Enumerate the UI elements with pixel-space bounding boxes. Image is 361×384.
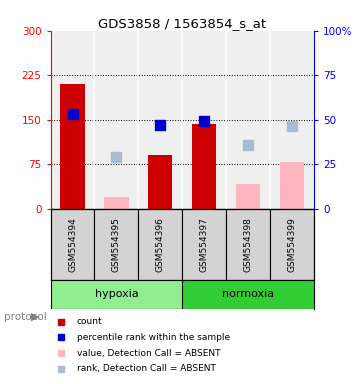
Point [157, 122, 163, 128]
Point [245, 142, 251, 148]
Bar [51, 31, 95, 209]
Point [289, 122, 295, 129]
Bar [95, 31, 138, 209]
Point [58, 366, 64, 372]
FancyBboxPatch shape [138, 209, 182, 280]
FancyBboxPatch shape [182, 209, 226, 280]
Text: GSM554398: GSM554398 [244, 217, 253, 272]
Text: GSM554396: GSM554396 [156, 217, 165, 272]
Text: GSM554399: GSM554399 [288, 217, 297, 272]
Text: ▶: ▶ [31, 312, 39, 322]
Point [58, 350, 64, 356]
Text: value, Detection Call = ABSENT: value, Detection Call = ABSENT [77, 349, 221, 358]
Point [58, 334, 64, 341]
Point [201, 118, 207, 124]
Bar [226, 31, 270, 209]
Bar [270, 31, 314, 209]
Text: count: count [77, 317, 103, 326]
Text: GSM554397: GSM554397 [200, 217, 209, 272]
Text: GSM554395: GSM554395 [112, 217, 121, 272]
Point [113, 154, 119, 160]
Text: hypoxia: hypoxia [95, 290, 138, 300]
Text: GSM554394: GSM554394 [68, 217, 77, 271]
Text: percentile rank within the sample: percentile rank within the sample [77, 333, 230, 342]
FancyBboxPatch shape [51, 209, 95, 280]
Bar [182, 31, 226, 209]
Bar [280, 162, 304, 209]
Bar [51, 280, 182, 309]
Bar [192, 124, 216, 209]
Point [58, 319, 64, 325]
Bar [138, 31, 182, 209]
FancyBboxPatch shape [270, 209, 314, 280]
Text: rank, Detection Call = ABSENT: rank, Detection Call = ABSENT [77, 364, 216, 373]
Bar [104, 197, 129, 209]
Bar [148, 155, 173, 209]
Bar [236, 184, 260, 209]
FancyBboxPatch shape [95, 209, 138, 280]
Text: protocol: protocol [4, 312, 46, 322]
Bar [60, 84, 84, 209]
FancyBboxPatch shape [226, 209, 270, 280]
Point [70, 111, 75, 117]
Title: GDS3858 / 1563854_s_at: GDS3858 / 1563854_s_at [98, 17, 266, 30]
Bar [182, 280, 314, 309]
Text: normoxia: normoxia [222, 290, 274, 300]
